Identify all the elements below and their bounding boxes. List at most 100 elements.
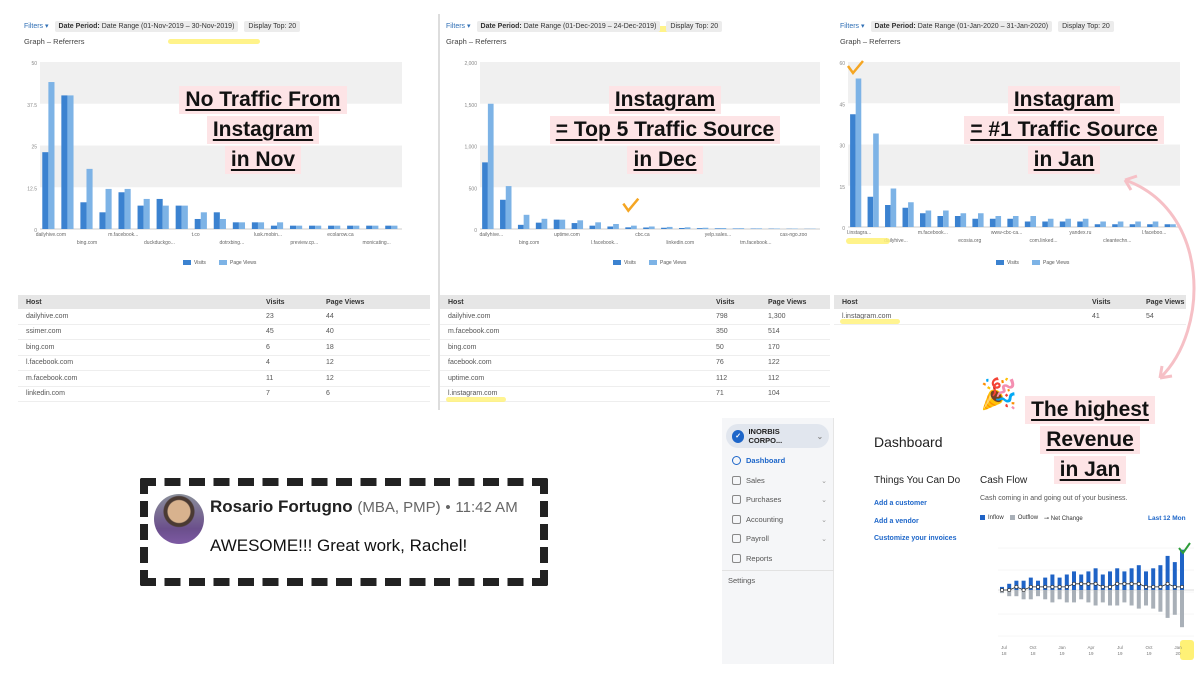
dashboard-icon [732,456,741,465]
bar-visits [1007,218,1013,227]
net-change-point [1057,585,1062,589]
display-top-pill[interactable]: Display Top: 20 [666,20,723,32]
customize-invoices-link[interactable]: Customize your invoices [874,535,957,542]
legend-label-visits: Visits [194,260,206,266]
table-cell: 6 [266,343,270,351]
filters-button[interactable]: Filters ▾ [840,23,865,30]
bar-inflow [1144,571,1148,590]
table-row[interactable]: l.instagram.com 71 104 [440,387,830,402]
table-row[interactable]: m.facebook.com 350 514 [440,325,830,340]
bar-outflow [1158,590,1163,612]
host-table-jan: Host Visits Page Views l.instagram.com 41 54 [834,295,1186,325]
table-cell: 23 [266,312,274,320]
bar-inflow [1129,568,1134,590]
range-dropdown[interactable]: Last 12 Mon [1148,515,1186,522]
sidebar-item-payroll[interactable]: Payroll ⌄ [732,534,827,543]
bar-visits [1094,224,1101,227]
bar-pageviews [541,218,548,229]
column-header[interactable]: Visits [716,298,735,306]
cart-icon [732,495,741,504]
bar-pageviews [181,205,188,229]
bar-outflow [1079,590,1084,600]
column-header[interactable]: Visits [266,298,285,306]
column-header[interactable]: Visits [1092,298,1111,306]
org-switcher[interactable]: ✓ INORBIS CORPO... ⌄ [726,424,829,448]
table-row[interactable]: l.facebook.com 4 12 [18,356,430,371]
y-tick-label: 500 [469,186,478,192]
y-tick-label: 1,500 [464,103,477,109]
table-row[interactable]: linkedin.com 7 6 [18,387,430,402]
column-header[interactable]: Page Views [1146,298,1185,306]
sidebar-item-reports[interactable]: Reports [732,554,827,563]
table-row[interactable]: dailyhive.com 23 44 [18,309,430,325]
column-header[interactable]: Page Views [326,298,365,306]
bar-outflow [1014,590,1019,597]
table-cell: 54 [1146,312,1154,320]
bar-visits [1147,224,1153,227]
display-top-pill[interactable]: Display Top: 20 [1058,20,1114,32]
table-cell: l.instagram.com [448,390,498,398]
table-header: Host Visits Page Views [834,295,1186,309]
display-top-pill[interactable]: Display Top: 20 [244,20,301,32]
add-customer-link[interactable]: Add a customer [874,500,927,507]
filters-button[interactable]: Filters ▾ [24,23,49,30]
table-cell: 6 [326,390,330,398]
bar-inflow [1043,577,1048,590]
column-header[interactable]: Host [26,298,42,306]
x-tick-label: cas-ngo.zoo [780,232,807,238]
table-cell: 11 [266,374,274,382]
org-name: INORBIS CORPO... [748,427,783,445]
date-period-pill[interactable]: Date Period: Date Range (01-Jan-2020 – 3… [870,20,1053,32]
table-row[interactable]: m.facebook.com 11 12 [18,371,430,387]
x-tick-label: linkedin.com [666,240,694,246]
sidebar-item-settings[interactable]: Settings [728,576,823,585]
bar-pageviews [890,188,897,227]
column-header[interactable]: Host [842,298,858,306]
annotation-jan: Instagram = #1 Traffic Source in Jan [954,86,1174,176]
date-period-pill[interactable]: Date Period: Date Range (01-Dec-2019 – 2… [476,20,661,32]
table-cell: dailyhive.com [448,312,491,320]
table-row[interactable]: ssimer.com 45 40 [18,325,430,340]
table-cell: 41 [1092,312,1100,320]
date-period-pill[interactable]: Date Period: Date Range (01-Nov-2019 – 3… [54,20,239,32]
avatar[interactable] [154,494,204,544]
bar-visits [661,227,667,229]
bar-inflow [1108,571,1112,590]
commenter-name[interactable]: Rosario Fortugno [210,497,353,516]
bar-outflow [1050,590,1055,603]
bar-pageviews [925,210,932,227]
sidebar-item-accounting[interactable]: Accounting ⌄ [732,515,827,524]
bar-pageviews [873,133,879,227]
bar-pageviews [720,227,727,229]
table-row[interactable]: facebook.com 76 122 [440,356,830,371]
table-row[interactable]: uptime.com 112 112 [440,371,830,387]
table-row[interactable]: l.instagram.com 41 54 [834,309,1186,325]
bar-visits [902,207,909,227]
bar-visits [535,222,542,229]
add-vendor-link[interactable]: Add a vendor [874,518,919,525]
sidebar-item-purchases[interactable]: Purchases ⌄ [732,495,827,504]
x-tick-label: t.co [192,232,200,238]
bar-outflow [1072,590,1076,603]
sidebar-item-dashboard[interactable]: Dashboard [732,456,827,465]
column-header[interactable]: Host [448,298,464,306]
y-tick-label: 12.5 [27,186,37,192]
table-row[interactable]: dailyhive.com 798 1,300 [440,309,830,325]
x-tick-label: 18 [1030,651,1036,656]
y-tick-label: 45 [839,102,845,108]
table-cell: 44 [326,312,334,320]
y-tick-label: 0 [842,226,845,232]
table-row[interactable]: bing.com 50 170 [440,340,830,356]
filters-button[interactable]: Filters ▾ [446,23,471,30]
table-row[interactable]: bing.com 6 18 [18,340,430,356]
legend-swatch-visits [183,260,191,265]
grid-band [40,145,402,188]
bar-pageviews [1082,218,1089,227]
referrers-panel-jan: Filters ▾ Date Period: Date Range (01-Ja… [834,14,1186,344]
sidebar-item-sales[interactable]: Sales ⌄ [732,476,827,485]
net-change-point [1165,581,1170,586]
bar-visits [972,218,979,227]
column-header[interactable]: Page Views [768,298,807,306]
x-tick-label: preview.cp... [290,240,318,246]
revenue-annotation: The highest Revenue in Jan [1010,396,1170,486]
